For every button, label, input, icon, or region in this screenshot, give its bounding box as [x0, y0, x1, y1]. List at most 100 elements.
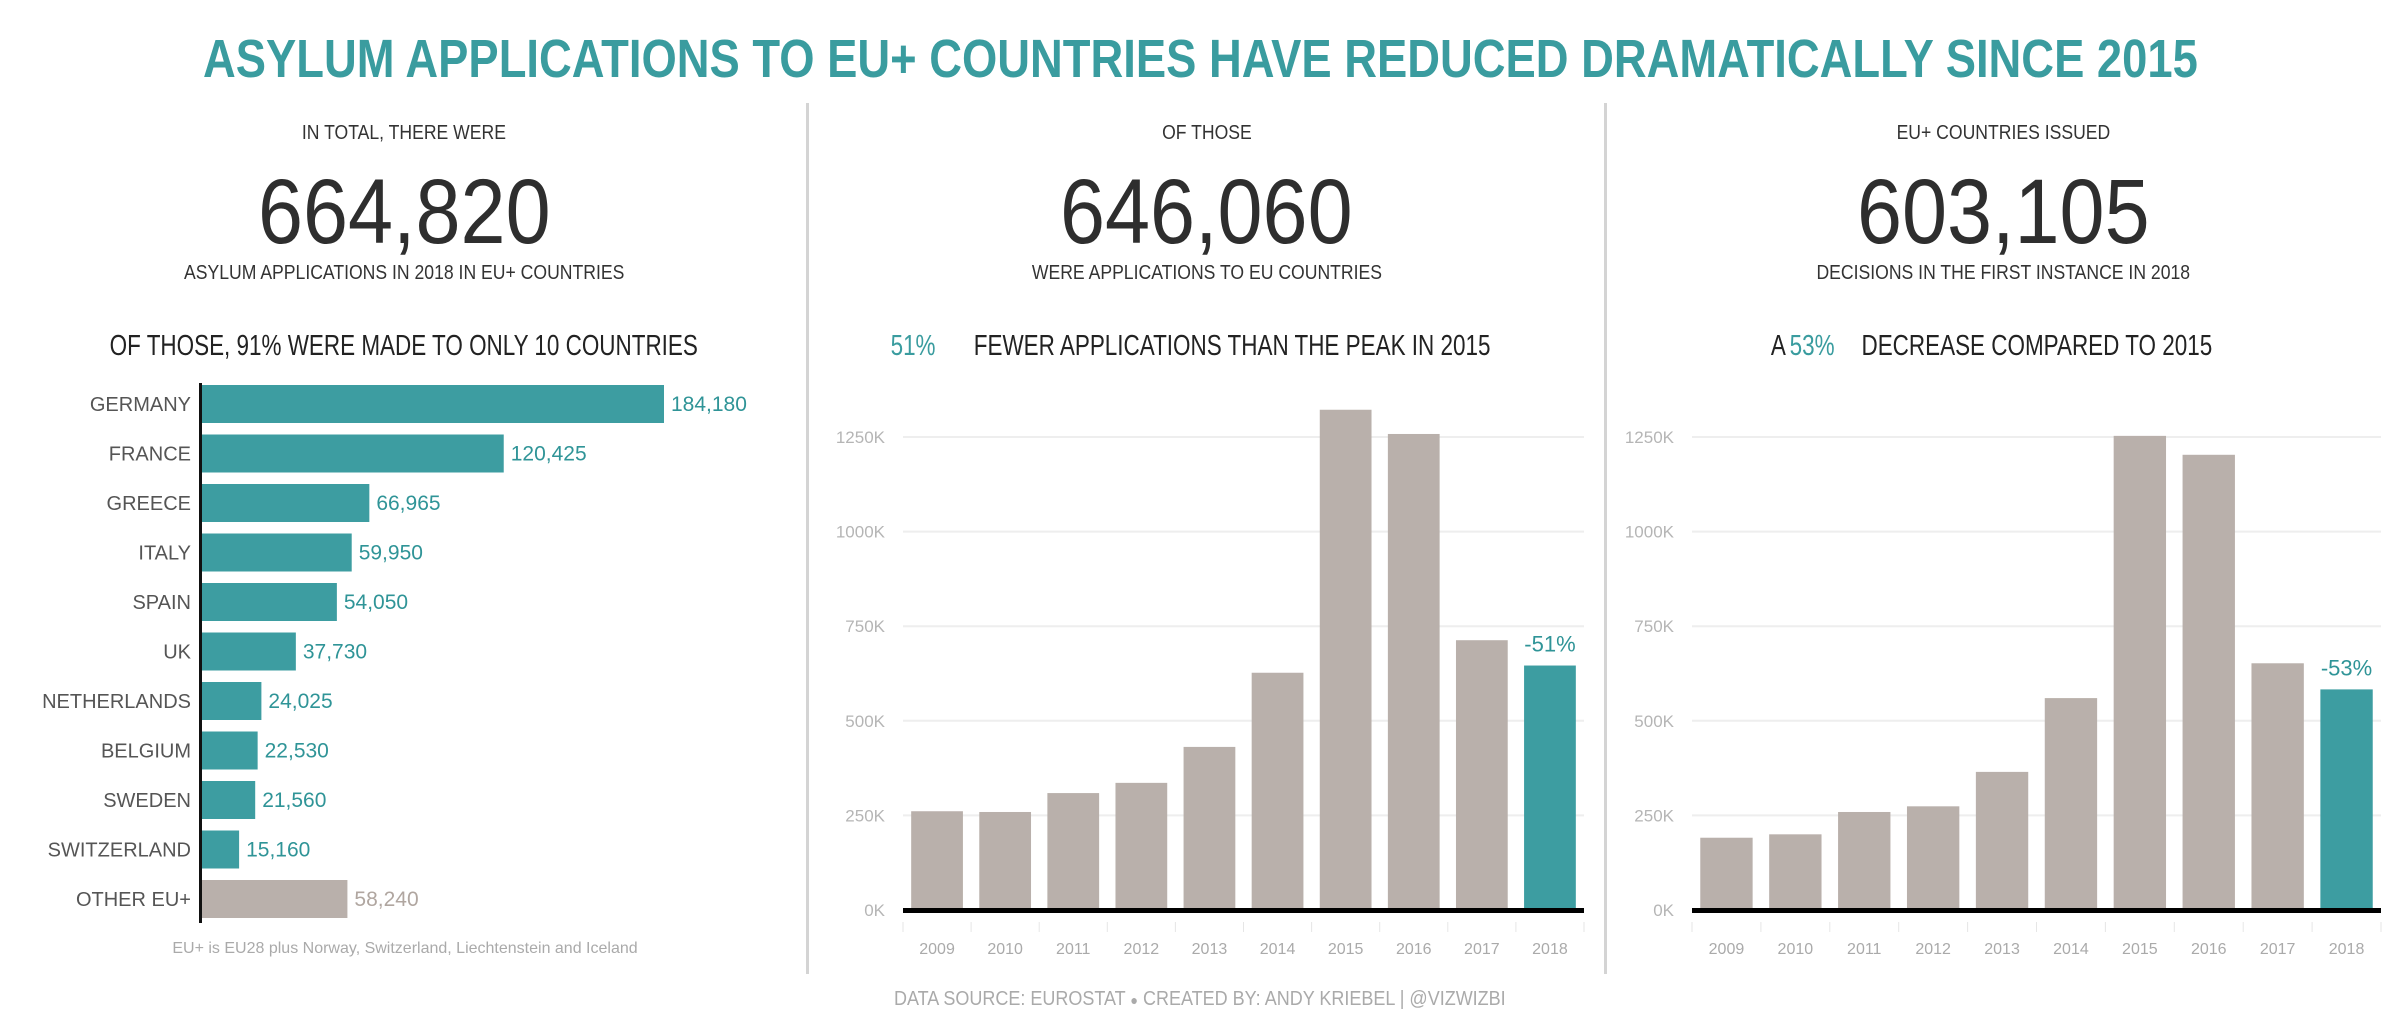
data-label: 120,425 [511, 443, 587, 466]
category-label: FRANCE [109, 444, 191, 466]
bar-2015 [2113, 435, 2167, 910]
footnote: EU+ is EU28 plus Norway, Switzerland, Li… [172, 940, 638, 957]
bullet-separator: ● [1130, 992, 1139, 1008]
bar-2009 [1700, 837, 1753, 910]
x-tick-label: 2009 [919, 941, 955, 958]
bar-greece [201, 484, 370, 522]
bar-2010 [979, 811, 1032, 910]
footer: DATA SOURCE: EUROSTAT ● CREATED BY: ANDY… [0, 988, 2400, 1011]
x-axis-line [1692, 908, 2381, 913]
x-tick-label: 2013 [1192, 941, 1228, 958]
y-tick-label: 1000K [1625, 523, 1675, 542]
bar-2012 [1115, 782, 1168, 910]
bar-2016 [1387, 433, 1440, 910]
bar-switzerland [201, 830, 240, 869]
y-tick-label: 750K [845, 617, 885, 636]
data-label: 59,950 [359, 542, 423, 565]
bar-netherlands [201, 682, 262, 720]
kpi-caption: ASYLUM APPLICATIONS IN 2018 IN EU+ COUNT… [183, 262, 625, 284]
x-tick-label: 2018 [2329, 941, 2365, 958]
data-label: 54,050 [344, 591, 408, 614]
chart-heading: OF THOSE, 91% WERE MADE TO ONLY 10 COUNT… [109, 330, 699, 362]
y-tick-label: 750K [1634, 617, 1674, 636]
dashboard-title: ASYLUM APPLICATIONS TO EU+ COUNTRIES HAV… [0, 28, 2400, 90]
kpi-number: 603,105 [1856, 161, 2150, 263]
title-text: ASYLUM APPLICATIONS TO EU+ COUNTRIES HAV… [202, 29, 2198, 89]
kpi-caption: WERE APPLICATIONS TO EU COUNTRIES [1031, 262, 1382, 284]
bar-2009 [911, 811, 963, 910]
x-tick-label: 2016 [1396, 941, 1432, 958]
bar-2017 [2251, 663, 2304, 910]
bar-uk [201, 632, 296, 671]
category-label: SWITZERLAND [48, 840, 191, 862]
category-label: SPAIN [132, 592, 191, 614]
x-tick-label: 2018 [1532, 941, 1568, 958]
y-tick-label: 1250K [1625, 428, 1675, 447]
bar-italy [201, 533, 352, 572]
category-label: GREECE [107, 493, 191, 515]
y-tick-label: 500K [1634, 712, 1674, 731]
x-tick-label: 2010 [987, 941, 1023, 958]
data-label: 24,025 [268, 690, 332, 713]
panel-decisions: EU+ COUNTRIES ISSUED 603,105 DECISIONS I… [1606, 0, 2400, 1029]
x-tick-label: 2014 [1260, 941, 1296, 958]
x-tick-label: 2012 [1124, 941, 1160, 958]
bar-2018 [1524, 665, 1576, 910]
category-label: ITALY [138, 543, 191, 565]
bar-2015 [1319, 409, 1372, 910]
y-tick-label: 250K [845, 806, 885, 825]
bar-2011 [1838, 811, 1891, 910]
data-label: 184,180 [671, 393, 747, 416]
kpi-intro: EU+ COUNTRIES ISSUED [1896, 122, 2110, 144]
x-tick-label: 2011 [1847, 941, 1882, 958]
y-tick-label: 500K [845, 712, 885, 731]
y-tick-label: 0K [864, 901, 885, 920]
divider [806, 103, 809, 974]
bar-france [201, 434, 504, 473]
x-tick-label: 2009 [1709, 941, 1745, 958]
kpi-number: 646,060 [1060, 161, 1353, 263]
bar-2016 [2182, 454, 2235, 910]
x-tick-label: 2015 [1328, 941, 1364, 958]
x-axis-line [903, 908, 1584, 913]
kpi-intro: OF THOSE [1161, 122, 1252, 144]
divider [1604, 103, 1607, 974]
annotation-label: -51% [1524, 632, 1575, 657]
bar-2018 [2320, 689, 2373, 910]
credit: CREATED BY: ANDY KRIEBEL | @VIZWIZBI [1143, 988, 1506, 1010]
category-label: OTHER EU+ [76, 889, 191, 911]
kpi-intro: IN TOTAL, THERE WERE [301, 122, 507, 144]
bar-2014 [2044, 698, 2098, 910]
x-tick-label: 2013 [1984, 941, 2020, 958]
bar-germany [201, 385, 664, 423]
x-tick-label: 2011 [1056, 941, 1091, 958]
bar-2013 [1975, 771, 2029, 910]
bar-belgium [201, 731, 258, 770]
data-label: 66,965 [376, 492, 440, 515]
x-tick-label: 2017 [2260, 941, 2296, 958]
data-label: 58,240 [354, 888, 418, 911]
x-tick-label: 2010 [1778, 941, 1814, 958]
data-label: 22,530 [265, 740, 329, 763]
y-tick-label: 1250K [836, 428, 886, 447]
bar-sweden [201, 781, 256, 819]
category-label: BELGIUM [101, 741, 191, 763]
category-label: SWEDEN [103, 790, 191, 812]
x-tick-label: 2012 [1915, 941, 1951, 958]
x-tick-label: 2016 [2191, 941, 2227, 958]
data-label: 37,730 [303, 641, 367, 664]
bar-2013 [1183, 746, 1236, 910]
panel-eu-applications: OF THOSE 646,060 WERE APPLICATIONS TO EU… [808, 0, 1605, 1029]
bar-other-eu- [201, 880, 348, 918]
y-tick-label: 1000K [836, 523, 886, 542]
x-tick-label: 2017 [1464, 941, 1500, 958]
bar-2014 [1251, 672, 1304, 910]
bar-2010 [1769, 834, 1822, 910]
chart-heading: A 53% DECREASE COMPARED TO 2015 [1770, 330, 2213, 362]
data-label: 15,160 [246, 839, 310, 862]
data-source: DATA SOURCE: EUROSTAT [894, 988, 1126, 1010]
bar-2011 [1047, 793, 1100, 910]
bar-2012 [1906, 806, 1960, 910]
y-tick-label: 250K [1634, 806, 1674, 825]
